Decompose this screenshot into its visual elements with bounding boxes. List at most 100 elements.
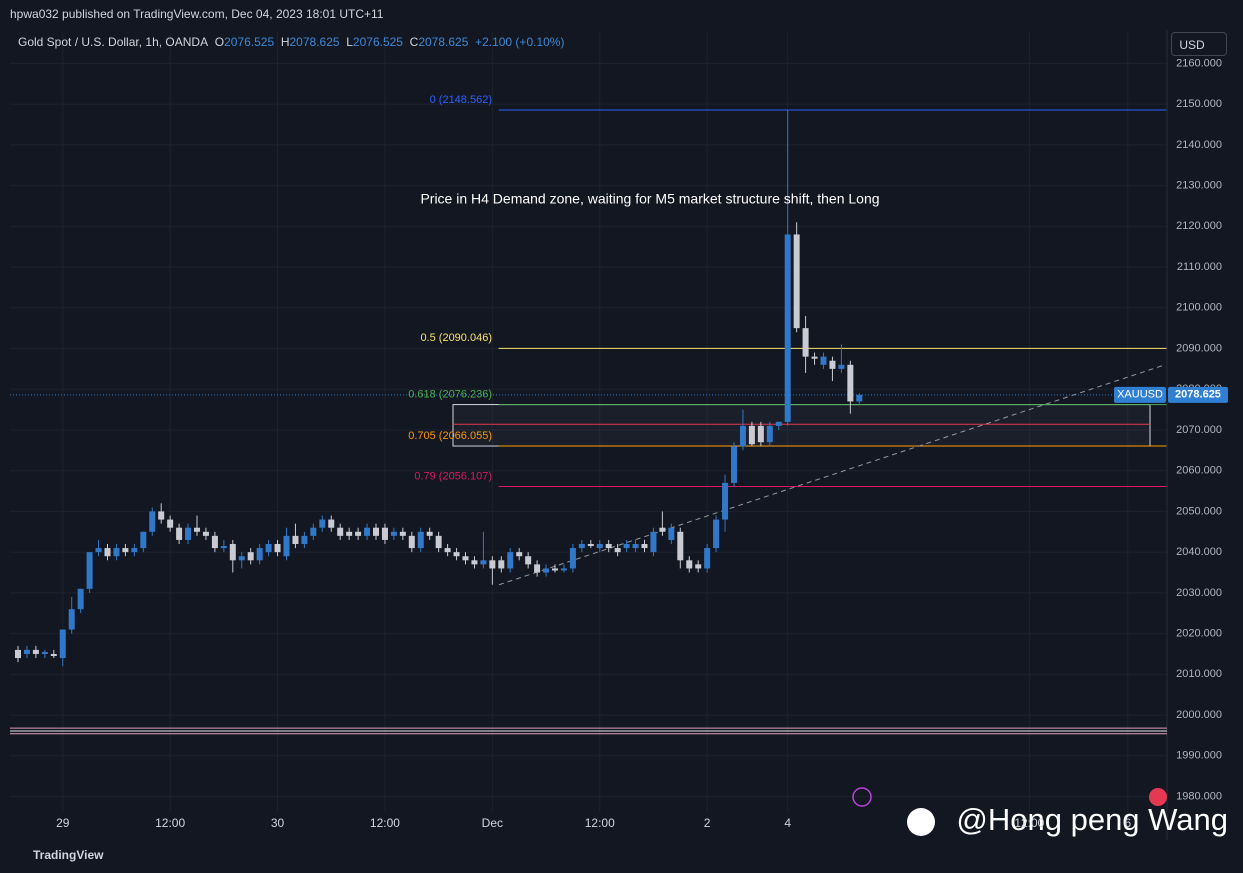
legend-title: Gold Spot / U.S. Dollar, 1h, OANDA <box>18 35 209 49</box>
candle-body <box>829 360 836 369</box>
y-tick-label: 1980.000 <box>1176 790 1222 802</box>
candle-body <box>668 527 675 540</box>
h-label: H <box>280 35 290 49</box>
price-tag-label: 2078.625 <box>1175 389 1221 401</box>
candle-body <box>641 544 648 549</box>
candle-body <box>695 564 702 569</box>
x-tick-label: 29 <box>56 816 70 830</box>
candle-body <box>355 531 362 536</box>
candle-body <box>677 531 684 561</box>
candle-body <box>95 548 102 553</box>
candle-body <box>856 394 863 402</box>
candle-body <box>426 531 433 536</box>
candle-body <box>552 568 558 571</box>
candle-body <box>194 527 200 532</box>
candle-body <box>301 535 308 545</box>
candle-body <box>390 531 397 536</box>
y-tick-label: 2150.000 <box>1176 98 1222 110</box>
candle-body <box>811 356 818 359</box>
candle-body <box>122 548 129 553</box>
candle-body <box>525 556 532 565</box>
candle-body <box>444 548 451 553</box>
candle-body <box>15 649 21 659</box>
candle-body <box>202 531 209 536</box>
candle-body <box>256 548 263 561</box>
candle-body <box>748 425 755 445</box>
candle-body <box>838 364 845 369</box>
candle-body <box>373 527 379 536</box>
candle-body <box>41 651 48 654</box>
y-tick-label: 2120.000 <box>1176 220 1222 232</box>
y-tick-label: 2050.000 <box>1176 505 1222 517</box>
candle-body <box>820 356 827 365</box>
candle-body <box>113 548 120 557</box>
candle-body <box>292 535 299 545</box>
x-tick-label: 4 <box>784 816 791 830</box>
candle-body <box>802 328 809 357</box>
legend: Gold Spot / U.S. Dollar, 1h, OANDA O2076… <box>18 35 564 49</box>
candle-body <box>149 511 156 532</box>
plot <box>10 109 1167 667</box>
grid <box>10 32 1167 812</box>
candle-body <box>417 531 424 549</box>
candle-body <box>158 511 165 520</box>
candle-body <box>247 552 254 561</box>
y-tick-label: 2070.000 <box>1176 424 1222 436</box>
c-label: C <box>409 35 419 49</box>
x-tick-label: 12:00 <box>585 816 615 830</box>
candle-body <box>686 560 693 569</box>
candle-body <box>784 234 791 422</box>
candle-body <box>274 544 281 553</box>
x-tick-label: 6 <box>1124 816 1131 830</box>
candle-body <box>229 544 236 561</box>
fib-label: 0.79 (2056.107) <box>414 470 492 482</box>
h-value: 2078.625 <box>289 35 340 49</box>
footer-brand: TradingView <box>33 848 104 862</box>
candle-body <box>265 544 272 553</box>
y-tick-label: 2090.000 <box>1176 342 1222 354</box>
candle-body <box>560 568 567 571</box>
fb-icon <box>907 808 935 836</box>
alert-icon[interactable] <box>852 787 872 807</box>
candle-body <box>220 546 227 549</box>
candle-body <box>847 364 854 402</box>
candle-body <box>140 531 147 549</box>
candle-body <box>86 552 93 589</box>
candle-body <box>659 527 666 532</box>
candle-body <box>739 425 746 447</box>
symbol-tag-label: XAUUSD <box>1117 389 1163 401</box>
candle-body <box>435 535 442 549</box>
candle-body <box>596 544 603 549</box>
candle-body <box>328 519 335 528</box>
candle-body <box>346 531 353 536</box>
candle-body <box>632 544 639 549</box>
candle-body <box>587 544 594 547</box>
o-label: O <box>214 35 225 49</box>
fib-label: 0.5 (2090.046) <box>420 332 492 344</box>
candle-body <box>569 548 576 569</box>
candle-body <box>453 552 460 557</box>
demand-zone <box>452 404 1151 447</box>
candle-body <box>211 535 218 549</box>
x-tick-label: 12:00 <box>370 816 400 830</box>
y-tick-label: 2020.000 <box>1176 628 1222 640</box>
candle-body <box>364 527 371 536</box>
candle-body <box>23 649 30 654</box>
currency-button[interactable]: USD <box>1171 32 1227 56</box>
candle-body <box>757 425 764 443</box>
candle-body <box>408 535 415 549</box>
annotation: Price in H4 Demand zone, waiting for M5 … <box>420 191 879 207</box>
y-tick-label: 2130.000 <box>1176 179 1222 191</box>
candle-body <box>623 544 630 549</box>
y-tick-label: 2030.000 <box>1176 587 1222 599</box>
y-tick-label: 2000.000 <box>1176 709 1222 721</box>
candle-body <box>507 552 514 569</box>
candle-body <box>480 560 487 565</box>
o-value: 2076.525 <box>224 35 275 49</box>
fib-label: 0.705 (2066.055) <box>408 430 492 442</box>
y-tick-label: 2140.000 <box>1176 139 1222 151</box>
y-tick-label: 2110.000 <box>1177 261 1222 273</box>
candle-body <box>614 548 621 553</box>
candle-body <box>68 609 75 630</box>
